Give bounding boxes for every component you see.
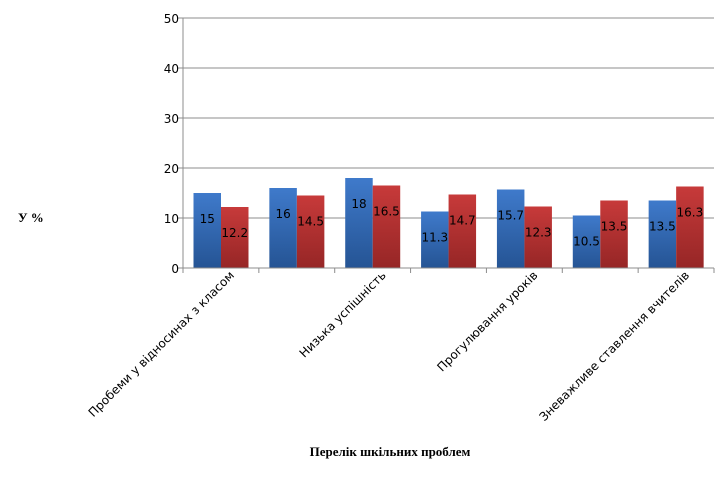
bar-s1-5 [496, 189, 525, 268]
data-label: 13.5 [601, 220, 628, 234]
data-label: 12.2 [221, 226, 248, 240]
data-label: 13.5 [649, 220, 676, 234]
bar-s2-2 [296, 195, 325, 268]
y-tick-label: 10 [164, 212, 179, 226]
bar-s2-6 [600, 200, 628, 268]
y-axis-title: У % [18, 210, 44, 225]
x-axis-title: Перелік шкільних проблем [309, 444, 471, 459]
y-tick-label: 30 [164, 112, 179, 126]
gridlines [183, 17, 714, 219]
bar-s1-1 [193, 193, 221, 268]
bar-s1-4 [421, 211, 449, 268]
y-tick-label: 20 [164, 162, 179, 176]
data-label: 14.5 [297, 215, 324, 229]
x-category-label: Низька успішність [297, 268, 389, 360]
data-label: 15 [200, 212, 215, 226]
y-tick-label: 0 [171, 262, 179, 276]
data-label: 16.3 [677, 206, 704, 220]
data-label: 12.3 [525, 226, 552, 240]
data-label: 16.5 [373, 205, 400, 219]
data-label: 11.3 [421, 231, 448, 245]
bar-s1-3 [345, 178, 373, 268]
data-label: 15.7 [497, 209, 524, 223]
data-label: 18 [351, 197, 366, 211]
data-label: 14.7 [449, 214, 476, 228]
bars [193, 178, 704, 268]
x-category-label: Зневажливе ставлення вчителів [537, 268, 693, 424]
bar-s2-4 [448, 194, 477, 268]
bar-s2-1 [221, 207, 249, 268]
data-label: 16 [275, 207, 290, 221]
bar-s1-7 [648, 200, 677, 268]
y-tick-label: 50 [164, 12, 179, 26]
bar-s1-2 [269, 188, 297, 268]
x-category-label: Прогулювання уроків [434, 268, 540, 374]
y-tick-label: 40 [164, 62, 179, 76]
bar-s2-3 [372, 185, 401, 268]
x-category-label: Пробеми у відносинах з класом [86, 268, 237, 419]
bar-s1-6 [572, 215, 601, 268]
bar-s2-5 [524, 206, 552, 268]
data-label: 10.5 [573, 235, 600, 249]
bar-s2-7 [676, 186, 704, 268]
axes [178, 17, 715, 273]
